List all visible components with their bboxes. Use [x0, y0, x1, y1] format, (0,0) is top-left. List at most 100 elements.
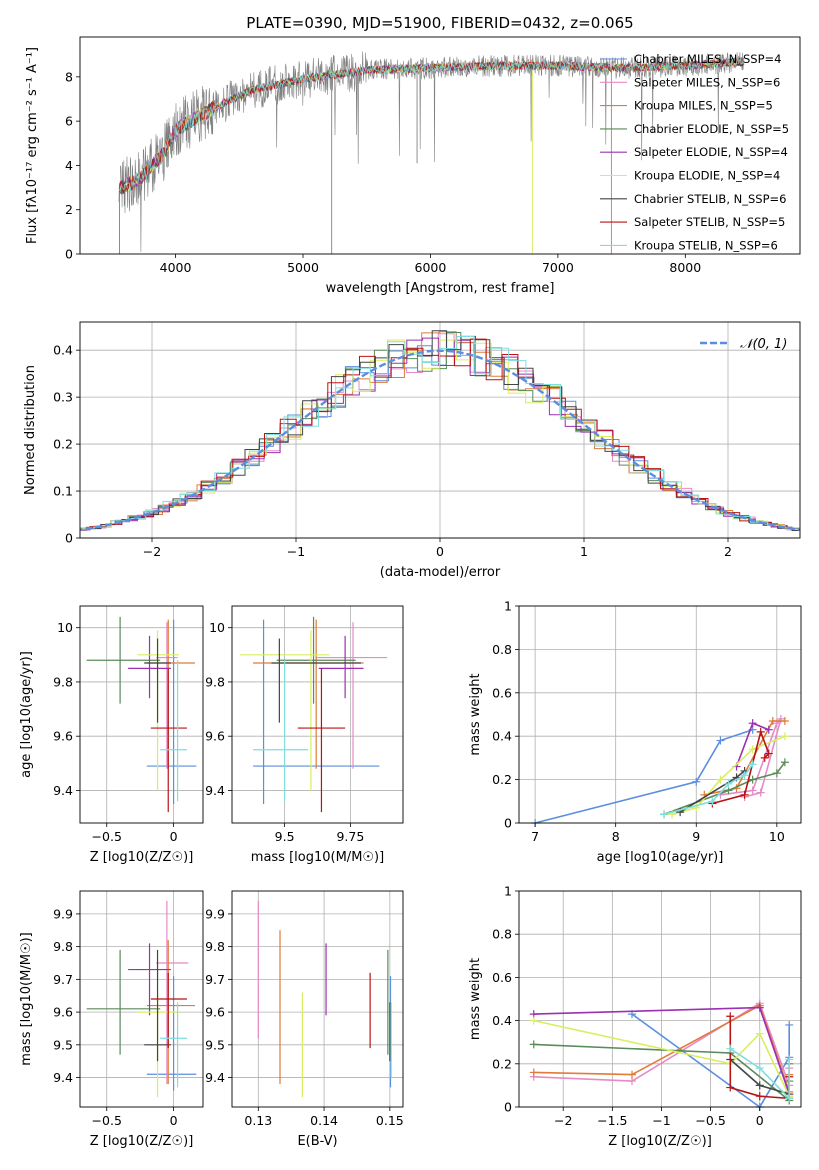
mass-weight-marker: [760, 753, 769, 762]
error-bar-point: [297, 668, 346, 813]
spectrum-panel: 4000 5000 6000 7000 8000 0 2 4 6 8 wavelength [Ang…: [25, 36, 801, 296]
mass-weight-marker: [755, 1029, 764, 1038]
y-tick-label: 0.2: [492, 1056, 512, 1071]
mass-weight-marker: [740, 790, 749, 799]
error-bar-point: [253, 660, 309, 802]
x-axis-label: E(B-V): [297, 1134, 337, 1149]
mass-weight-marker: [726, 1012, 735, 1021]
y-tick-label: 4: [65, 158, 73, 173]
x-tick-label: 2: [724, 544, 732, 559]
x-tick-label: 0: [756, 1113, 764, 1128]
plot-area: [86, 900, 197, 1098]
error-bar-point: [156, 900, 189, 1085]
x-tick-label: 0: [436, 544, 444, 559]
x-tick-label: 6000: [415, 260, 447, 275]
x-tick-label: 5000: [287, 260, 319, 275]
x-tick-label: 10: [769, 829, 785, 844]
axes-frame: [79, 605, 204, 824]
mass-weight-marker: [755, 1003, 764, 1012]
x-tick-label: −1: [287, 544, 305, 559]
mass-vs-metallicity-panel: −0.5 0 9.4 9.5 9.6 9.7 9.8 9.9 Z [log10(Z/Z☉)] ma…: [19, 890, 204, 1149]
mass-weight-marker: [756, 727, 765, 736]
error-bar-point: [128, 635, 171, 699]
x-axis-label: (data-model)/error: [380, 565, 501, 580]
y-tick-label: 0.4: [492, 729, 512, 744]
legend-label: Chabrier MILES, N_SSP=4: [634, 52, 781, 66]
error-bar-point: [128, 943, 171, 1016]
age-vs-mass-panel: 9.5 9.75 9.4 9.6 9.8 10 mass [log10(M/M☉)]: [205, 605, 404, 865]
axes-frame: [79, 36, 801, 255]
error-bar-point: [146, 976, 197, 1091]
y-tick-label: 1: [504, 599, 512, 614]
axes-decoration: −0.5 0 9.4 9.5 9.6 9.7 9.8 9.9 Z [log10(Z/Z☉)] ma…: [19, 890, 204, 1149]
y-tick-label: 0: [504, 816, 512, 831]
weight-vs-metallicity-panel: −2 −1.5 −1 −0.5 0 0 0.2 0.4 0.6 0.8 1 Z [log10(Z/Z☉…: [468, 884, 802, 1149]
x-tick-label: 0.14: [310, 1113, 338, 1128]
y-tick-label: 9.6: [205, 729, 225, 744]
axes-frame: [79, 890, 204, 1108]
y-tick-label: 9.8: [205, 674, 225, 689]
mass-weight-marker: [780, 758, 789, 767]
error-bar-point: [146, 619, 195, 769]
y-axis-label: mass weight: [468, 958, 483, 1040]
axes-frame: [231, 890, 404, 1108]
mass-weight-marker: [764, 749, 773, 758]
y-tick-label: 9.8: [205, 939, 225, 954]
x-axis-label: age [log10(age/yr)]: [597, 850, 724, 865]
x-tick-label: 1: [580, 544, 588, 559]
y-axis-label: mass weight: [468, 673, 483, 755]
y-tick-label: 0.8: [492, 927, 512, 942]
mass-weight-marker: [716, 775, 725, 784]
x-axis-label: Z [log10(Z/Z☉)]: [90, 1134, 194, 1149]
mass-weight-marker: [529, 1016, 538, 1025]
y-tick-label: 9.4: [205, 1070, 225, 1085]
x-tick-label: −0.5: [92, 1113, 122, 1128]
mass-weight-line: [534, 728, 753, 824]
axes-frame: [518, 605, 802, 824]
mass-weight-marker: [768, 717, 777, 726]
y-tick-label: 6: [65, 114, 73, 129]
y-tick-label: 9.5: [53, 1037, 73, 1052]
plot-area: [531, 714, 789, 827]
x-tick-label: 4000: [160, 260, 192, 275]
y-tick-label: 0.6: [492, 685, 512, 700]
x-tick-label: −2: [554, 1113, 572, 1128]
y-tick-label: 9.6: [53, 729, 73, 744]
y-tick-label: 1: [504, 884, 512, 899]
mass-weight-marker: [755, 1092, 764, 1101]
y-tick-label: 0.4: [53, 343, 73, 358]
legend-label: Kroupa ELODIE, N_SSP=4: [634, 169, 780, 183]
y-axis-label: Flux [fλ10⁻¹⁷ erg cm⁻² s⁻¹ A⁻¹]: [25, 47, 40, 244]
y-tick-label: 8: [65, 69, 73, 84]
legend-label: Chabrier ELODIE, N_SSP=5: [634, 122, 789, 136]
mass-weight-marker: [772, 769, 781, 778]
y-tick-label: 9.5: [205, 1037, 225, 1052]
mass-weight-marker: [748, 760, 757, 769]
mass-weight-marker: [764, 725, 773, 734]
mass-weight-marker: [780, 732, 789, 741]
y-tick-label: 9.8: [53, 939, 73, 954]
y-tick-label: 9.4: [205, 783, 225, 798]
mass-weight-marker: [627, 1070, 636, 1079]
mass-weight-marker: [748, 775, 757, 784]
y-tick-label: 0: [65, 531, 73, 546]
y-axis-label: age [log10(age/yr)]: [19, 651, 34, 778]
x-tick-label: 0.13: [244, 1113, 272, 1128]
error-bar-point: [271, 638, 361, 723]
axes-decoration: −0.5 0 9.4 9.6 9.8 10 Z [log10(Z/Z☉)] age [log1…: [19, 605, 204, 865]
error-bar-point: [316, 622, 388, 769]
error-bar-point: [146, 619, 197, 805]
legend-label: Salpeter STELIB, N_SSP=5: [634, 215, 785, 229]
x-tick-label: −0.5: [92, 829, 122, 844]
legend: Chabrier MILES, N_SSP=4 Salpeter MILES, N…: [600, 52, 789, 252]
plot-area: [86, 616, 197, 813]
mass-weight-marker: [748, 786, 757, 795]
mass-weight-marker: [780, 717, 789, 726]
plot-area: [80, 330, 800, 532]
error-bar-point: [253, 619, 364, 769]
error-bar-point: [86, 616, 161, 704]
axes-decoration: −2 −1 0 1 2 0 0.1 0.2 0.3 0.4 (data-model)/error No…: [23, 321, 801, 580]
mass-weight-marker: [716, 736, 725, 745]
mass-weight-marker: [529, 1040, 538, 1049]
x-tick-label: 9: [692, 829, 700, 844]
